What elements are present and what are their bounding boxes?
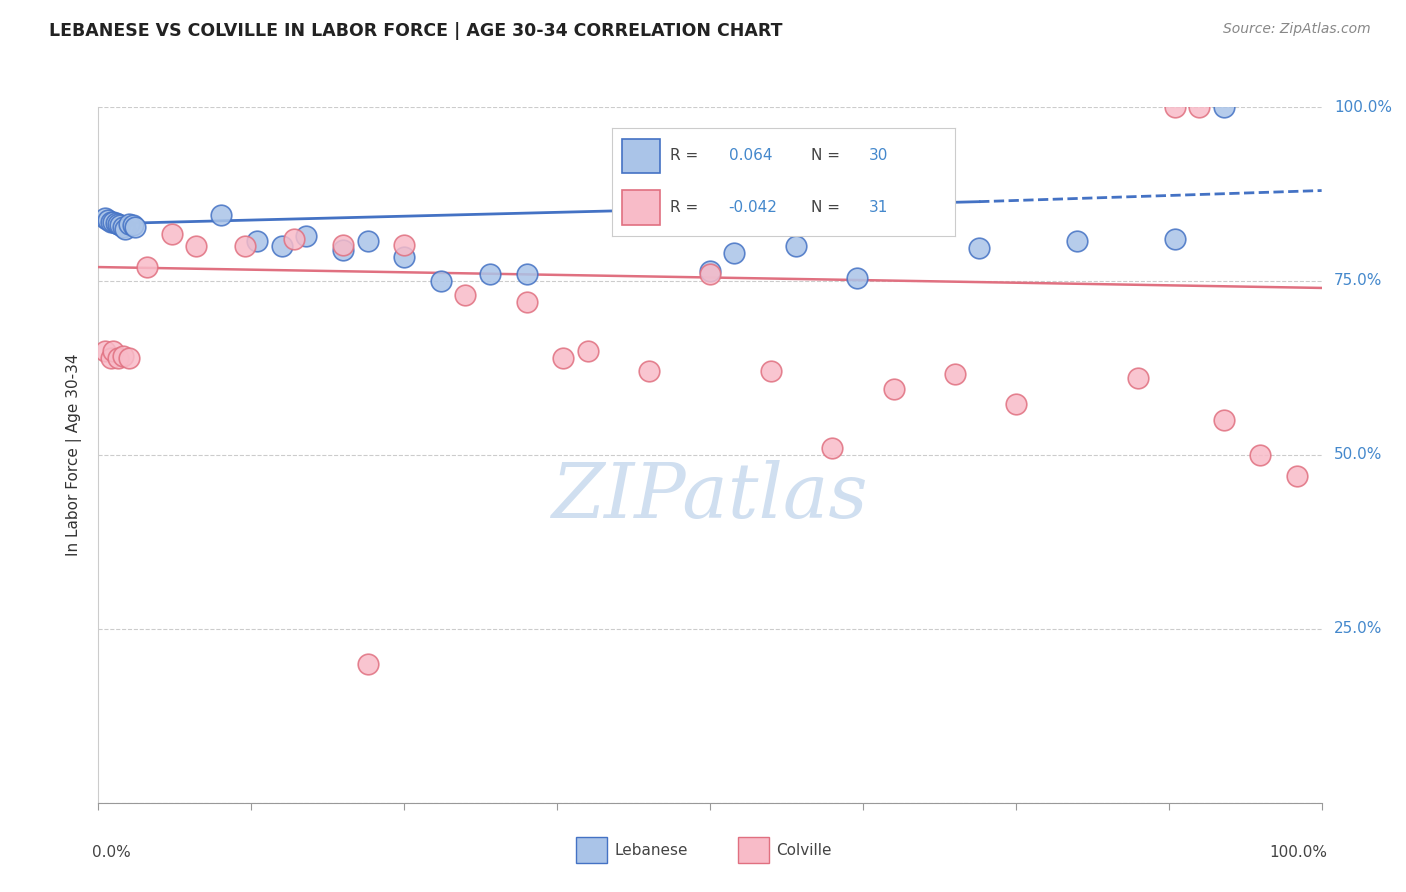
- Point: [1164, 232, 1187, 246]
- Point: [356, 657, 378, 671]
- Point: [209, 208, 232, 222]
- Point: [1212, 413, 1234, 427]
- FancyBboxPatch shape: [623, 191, 661, 225]
- Point: [785, 239, 807, 253]
- Point: [160, 227, 183, 241]
- Point: [1286, 468, 1309, 483]
- Point: [93, 211, 115, 226]
- Text: 100.0%: 100.0%: [1270, 845, 1327, 860]
- Point: [454, 288, 477, 302]
- Y-axis label: In Labor Force | Age 30-34: In Labor Force | Age 30-34: [66, 353, 83, 557]
- Point: [1128, 371, 1150, 385]
- Point: [124, 219, 146, 234]
- Point: [478, 267, 501, 281]
- Text: LEBANESE VS COLVILLE IN LABOR FORCE | AGE 30-34 CORRELATION CHART: LEBANESE VS COLVILLE IN LABOR FORCE | AG…: [49, 22, 783, 40]
- Point: [553, 351, 575, 365]
- Text: 0.064: 0.064: [728, 148, 772, 163]
- Point: [515, 294, 537, 309]
- Point: [111, 219, 134, 234]
- Text: R =: R =: [671, 148, 699, 163]
- Point: [110, 219, 132, 233]
- Point: [883, 382, 905, 396]
- Text: 50.0%: 50.0%: [1334, 448, 1382, 462]
- Point: [637, 364, 661, 378]
- Point: [723, 246, 745, 260]
- Point: [114, 222, 136, 236]
- Text: -0.042: -0.042: [728, 200, 778, 215]
- Point: [1188, 100, 1211, 114]
- Point: [392, 237, 416, 252]
- FancyBboxPatch shape: [623, 138, 661, 173]
- Point: [1249, 448, 1271, 462]
- Point: [761, 364, 783, 378]
- Point: [118, 217, 141, 231]
- Point: [233, 239, 256, 253]
- Text: N =: N =: [811, 200, 839, 215]
- Text: 0.0%: 0.0%: [93, 845, 131, 860]
- Text: 30: 30: [869, 148, 889, 163]
- Point: [186, 239, 208, 253]
- Point: [93, 343, 115, 358]
- Point: [576, 343, 599, 358]
- Point: [332, 243, 354, 257]
- Point: [136, 260, 159, 274]
- Text: ZIPatlas: ZIPatlas: [551, 459, 869, 533]
- Point: [100, 351, 122, 365]
- Point: [392, 250, 416, 264]
- Text: 25.0%: 25.0%: [1334, 622, 1382, 636]
- Text: N =: N =: [811, 148, 839, 163]
- Point: [1066, 234, 1088, 248]
- Point: [283, 232, 305, 246]
- Point: [1212, 100, 1234, 114]
- Point: [118, 351, 141, 365]
- Point: [699, 263, 721, 277]
- Point: [111, 349, 134, 363]
- Text: 31: 31: [869, 200, 889, 215]
- Point: [101, 215, 124, 229]
- Point: [104, 216, 127, 230]
- Point: [1004, 397, 1026, 411]
- Point: [356, 234, 378, 248]
- Text: Colville: Colville: [776, 843, 831, 857]
- Point: [1164, 100, 1187, 114]
- Point: [246, 234, 269, 248]
- Text: Lebanese: Lebanese: [614, 843, 688, 857]
- Point: [100, 215, 122, 229]
- Point: [101, 343, 124, 358]
- Point: [943, 367, 966, 381]
- Text: R =: R =: [671, 200, 699, 215]
- Point: [699, 267, 721, 281]
- Point: [515, 267, 537, 281]
- Point: [332, 237, 354, 252]
- Point: [107, 217, 129, 231]
- Point: [295, 228, 318, 243]
- Text: 100.0%: 100.0%: [1334, 100, 1392, 114]
- Point: [121, 219, 143, 233]
- Point: [821, 441, 844, 455]
- Point: [845, 270, 868, 285]
- Text: 75.0%: 75.0%: [1334, 274, 1382, 288]
- Text: Source: ZipAtlas.com: Source: ZipAtlas.com: [1223, 22, 1371, 37]
- Point: [270, 239, 294, 253]
- Point: [107, 351, 129, 365]
- Point: [967, 241, 990, 255]
- Point: [430, 274, 453, 288]
- Point: [97, 212, 120, 227]
